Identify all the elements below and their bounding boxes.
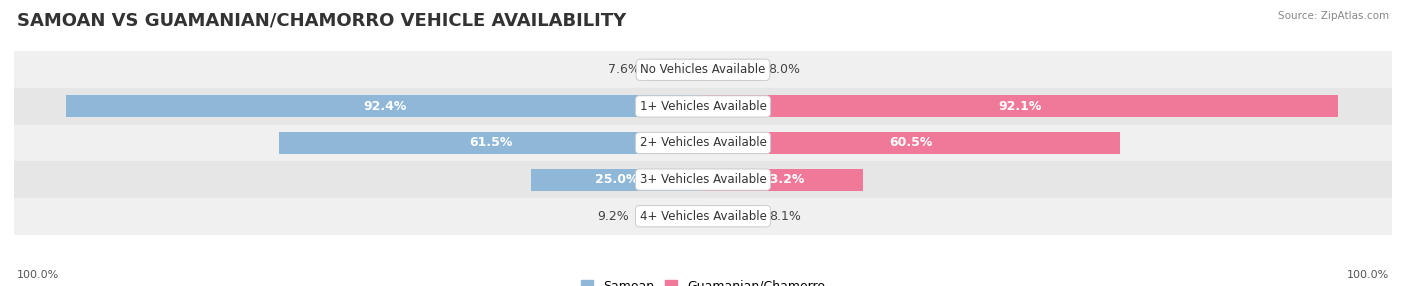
Bar (280, 132, 703, 154)
Text: 60.5%: 60.5% (890, 136, 934, 150)
Bar (14, 51, 1392, 88)
Text: SAMOAN VS GUAMANIAN/CHAMORRO VEHICLE AVAILABILITY: SAMOAN VS GUAMANIAN/CHAMORRO VEHICLE AVA… (17, 11, 626, 29)
Text: 8.0%: 8.0% (769, 63, 800, 76)
Text: 100.0%: 100.0% (17, 270, 59, 280)
Text: 25.0%: 25.0% (595, 173, 638, 186)
Bar (651, 59, 703, 81)
Text: 23.2%: 23.2% (761, 173, 804, 186)
Text: 1+ Vehicles Available: 1+ Vehicles Available (640, 100, 766, 113)
Text: 2+ Vehicles Available: 2+ Vehicles Available (640, 136, 766, 150)
Text: 100.0%: 100.0% (1347, 270, 1389, 280)
Text: No Vehicles Available: No Vehicles Available (640, 63, 766, 76)
Bar (640, 205, 703, 227)
Text: 8.1%: 8.1% (769, 210, 801, 223)
Text: 92.4%: 92.4% (363, 100, 406, 113)
Bar (66, 96, 703, 117)
Bar (703, 96, 1337, 117)
Text: 9.2%: 9.2% (598, 210, 630, 223)
Bar (703, 132, 1119, 154)
Text: 4+ Vehicles Available: 4+ Vehicles Available (640, 210, 766, 223)
Text: Source: ZipAtlas.com: Source: ZipAtlas.com (1278, 11, 1389, 21)
Text: 92.1%: 92.1% (998, 100, 1042, 113)
Bar (14, 198, 1392, 235)
Bar (531, 169, 703, 190)
Bar (703, 169, 863, 190)
Legend: Samoan, Guamanian/Chamorro: Samoan, Guamanian/Chamorro (576, 275, 830, 286)
Bar (14, 88, 1392, 125)
Bar (14, 125, 1392, 161)
Bar (14, 161, 1392, 198)
Text: 7.6%: 7.6% (609, 63, 640, 76)
Text: 3+ Vehicles Available: 3+ Vehicles Available (640, 173, 766, 186)
Bar (703, 205, 759, 227)
Bar (703, 59, 758, 81)
Text: 61.5%: 61.5% (470, 136, 513, 150)
